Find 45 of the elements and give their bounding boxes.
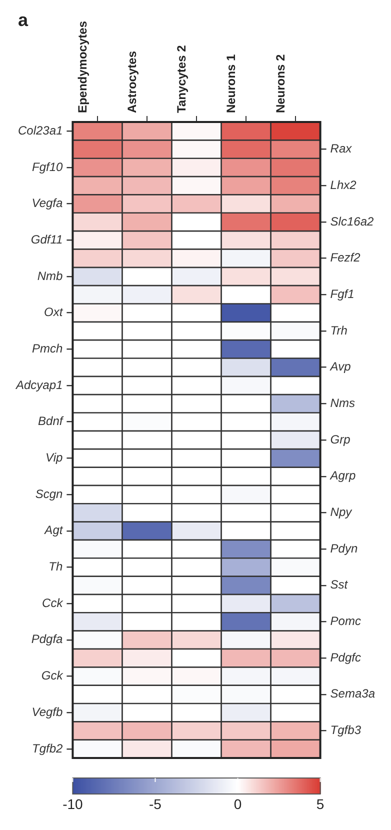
y2-tick-label: Pdyn xyxy=(330,541,358,556)
color-bar-label: -5 xyxy=(149,796,162,812)
y-tick-label: Col23a1 xyxy=(18,123,63,138)
y2-tick-label: Slc16a2 xyxy=(330,214,374,228)
y-tick-label: Nmb xyxy=(37,268,64,283)
y2-tick-label: Fgf1 xyxy=(330,286,354,301)
y2-tick-label: Pdgfc xyxy=(330,650,361,664)
y-tick-label: Pdgfa xyxy=(31,632,64,646)
y2-tick-label: Trh xyxy=(330,323,348,338)
y-tick-label: Adcyap1 xyxy=(14,378,63,392)
y2-tick-label: Rax xyxy=(330,142,353,156)
x-tick-label: Neurons 2 xyxy=(273,54,288,114)
y2-tick-label: Avp xyxy=(329,360,352,374)
x-tick-label: Neurons 1 xyxy=(224,54,238,114)
y-tick-label: Th xyxy=(48,560,64,574)
y-tick-label: Tgfb2 xyxy=(32,741,64,756)
x-tick-label: Tanycytes 2 xyxy=(174,44,188,114)
y-tick-label: Oxt xyxy=(44,305,64,320)
y2-tick-label: Npy xyxy=(330,505,353,520)
y-tick-label: Vegfa xyxy=(32,196,64,210)
y2-tick-label: Fezf2 xyxy=(330,250,361,265)
x-tick-label: Ependymocytes xyxy=(75,20,90,114)
y2-tick-label: Agrp xyxy=(329,468,356,483)
y-tick-label: Gdf11 xyxy=(30,232,63,246)
y2-tick-label: Sst xyxy=(330,578,348,592)
y-tick-label: Agt xyxy=(44,523,64,538)
x-tick-label: Astrocytes xyxy=(124,50,139,114)
y-tick-label: Vip xyxy=(46,450,64,465)
y-tick-label: Pmch xyxy=(32,342,64,356)
y-tick-label: Cck xyxy=(42,596,64,610)
y2-tick-label: Tgfb3 xyxy=(330,723,362,738)
y2-tick-label: Nms xyxy=(330,396,355,410)
y2-tick-label: Lhx2 xyxy=(330,178,357,192)
y2-tick-label: Grp xyxy=(330,432,351,446)
text: a xyxy=(18,10,29,30)
y-tick-label: Bdnf xyxy=(38,414,64,428)
y-tick-label: Gck xyxy=(41,668,64,683)
color-bar-label: 5 xyxy=(316,796,324,812)
y2-tick-label: Sema3a xyxy=(330,686,376,701)
color-bar-label: -10 xyxy=(62,796,84,812)
y-tick-label: Fgf10 xyxy=(32,160,64,174)
y-tick-label: Scgn xyxy=(35,486,64,501)
color-bar-label: 0 xyxy=(234,796,242,812)
y2-tick-label: Pomc xyxy=(330,614,361,628)
y-tick-label: Vegfb xyxy=(32,704,64,719)
